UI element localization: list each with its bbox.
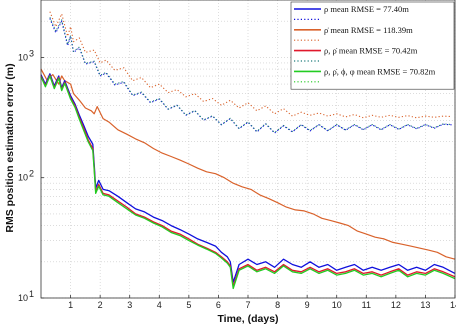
y-tick-label: 10 [18,52,28,62]
y-tick-exponent: 2 [29,169,34,179]
series-line-5 [40,73,456,283]
x-tick-label: 14 [450,300,456,310]
x-tick-label: 6 [216,300,221,310]
x-tick-label: 12 [391,300,401,310]
series-line-7 [40,75,456,290]
x-axis-label: Time, (days) [217,313,278,325]
x-tick-label: 8 [275,300,280,310]
series-line-4 [40,68,456,260]
y-tick-label: 10 [18,173,28,183]
y-tick-label: 10 [18,293,28,303]
x-tick-label: 4 [157,300,162,310]
series-line-6 [40,74,456,287]
legend-box [290,1,455,90]
legend-label: ρ mean RMSE = 77.40m [324,4,409,14]
series-line-3 [49,17,453,134]
x-tick-label: 11 [362,300,371,310]
legend-label: ρ, ρ̇, ϕ, φ mean RMSE = 70.82m [324,66,436,76]
x-tick-label: 10 [332,300,342,310]
y-tick-exponent: 1 [29,289,34,299]
legend: ρ mean RMSE = 77.40m ρ̇ mean RMSE = 118.3… [290,1,455,90]
x-tick-label: 3 [127,300,132,310]
x-tick-label: 1 [68,300,73,310]
x-tick-label: 9 [305,300,310,310]
series-lines [40,11,456,290]
x-tick-label: 7 [245,300,250,310]
x-tick-label: 13 [420,300,430,310]
x-tick-label: 2 [98,300,103,310]
legend-label: ρ, ρ̇ mean RMSE = 70.42m [324,46,418,56]
legend-label: ρ̇ mean RMSE = 118.39m [324,25,413,35]
series-line-1 [49,11,453,119]
axis-ticks: 1234567891011121314101102103 [18,48,456,310]
y-tick-exponent: 3 [29,48,34,58]
y-axis-label: RMS position estimation error (m) [4,63,16,232]
x-tick-label: 5 [186,300,191,310]
